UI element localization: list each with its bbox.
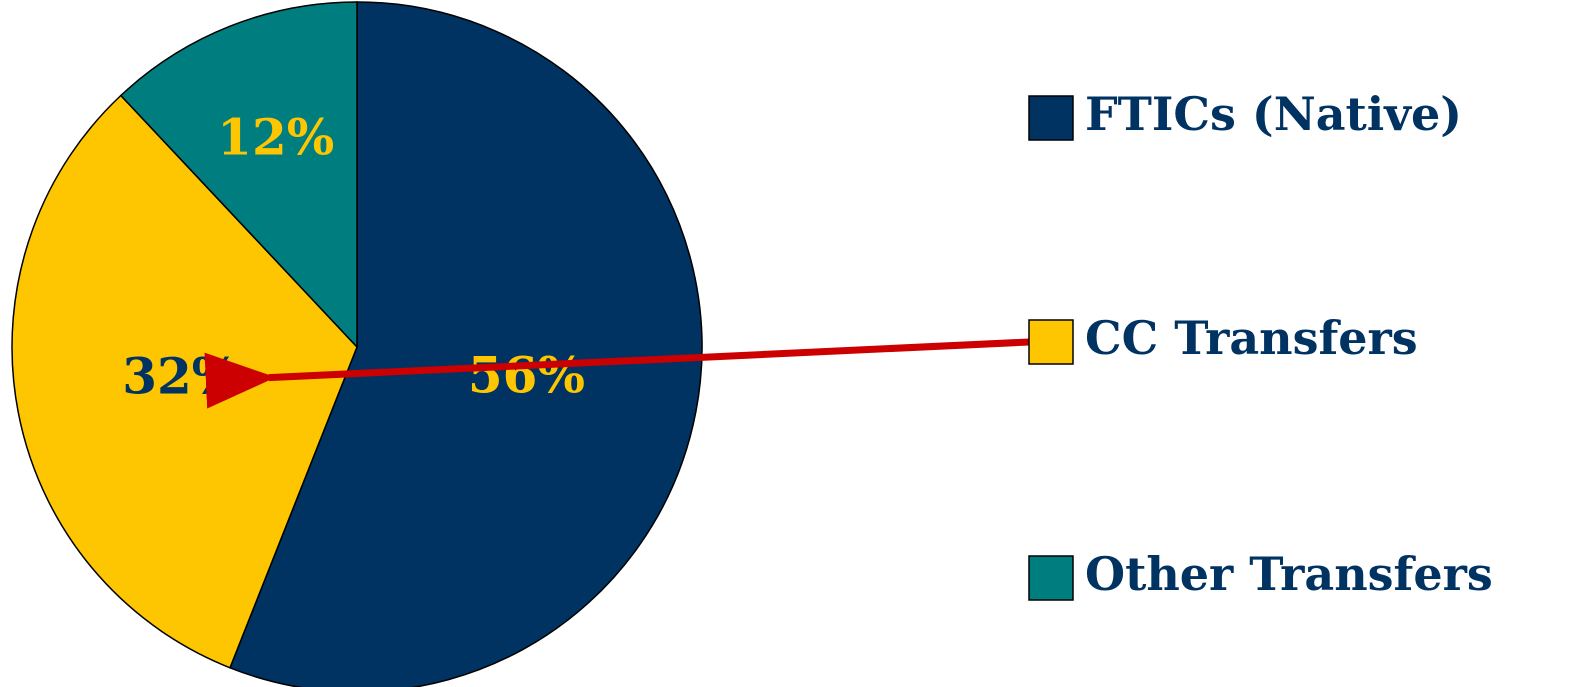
legend: FTICs (Native) CC Transfers Other Transfer…	[1028, 87, 1493, 601]
annotation-arrow-group	[204, 338, 1030, 409]
pie-slice-ftics-native	[229, 1, 703, 687]
legend-label-cc-transfers: CC Transfers	[1085, 311, 1418, 365]
pie-slice-cc-transfers	[11, 94, 358, 669]
legend-label-other-transfers: Other Transfers	[1085, 547, 1493, 601]
legend-label-ftics-native: FTICs (Native)	[1085, 87, 1462, 141]
legend-swatch-other-transfers	[1028, 555, 1074, 601]
slice-label-other-transfers: 12%	[217, 108, 334, 167]
slice-label-cc-transfers: 32%	[122, 347, 239, 406]
legend-swatch-ftics-native	[1028, 95, 1074, 141]
pie-slice-other-transfers	[119, 1, 358, 349]
pie-slices	[11, 1, 703, 687]
slice-label-ftics-native: 56%	[468, 345, 585, 404]
annotation-arrow	[204, 338, 1030, 409]
legend-swatch-cc-transfers	[1028, 319, 1074, 365]
